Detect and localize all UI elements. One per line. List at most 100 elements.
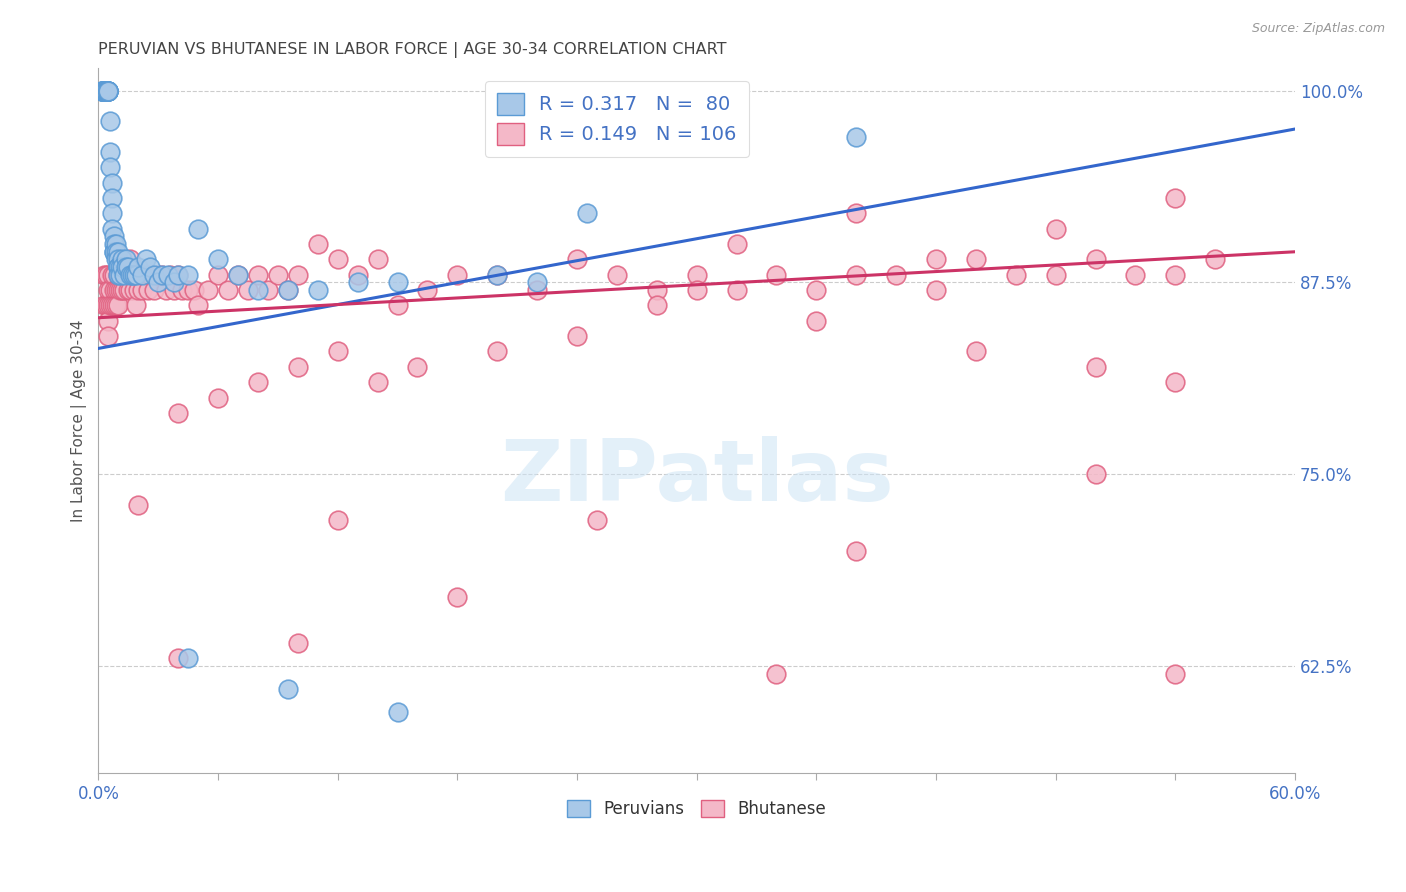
Point [307,283,329,297]
Point [97,84,120,98]
Point [167,268,190,282]
Point [110,268,132,282]
Point [97,84,120,98]
Point [1004,268,1026,282]
Point [97,298,120,312]
Point [131,283,153,297]
Point [565,329,588,343]
Point [107,298,129,312]
Point [367,252,389,267]
Point [139,260,162,274]
Point [96,268,118,282]
Point [346,276,368,290]
Point [925,283,948,297]
Point [845,544,868,558]
Point [287,359,309,374]
Point [97,84,120,98]
Point [148,268,170,282]
Point [103,298,125,312]
Point [98,145,121,159]
Point [101,298,124,312]
Point [645,283,668,297]
Y-axis label: In Labor Force | Age 30-34: In Labor Force | Age 30-34 [72,319,87,522]
Point [96,84,118,98]
Point [346,268,368,282]
Point [91,84,114,98]
Point [1084,467,1107,482]
Point [1045,268,1067,282]
Point [486,268,509,282]
Point [120,283,142,297]
Point [406,359,429,374]
Point [97,314,120,328]
Point [115,260,138,274]
Point [101,191,124,205]
Point [387,705,409,719]
Point [686,283,709,297]
Point [111,260,134,274]
Point [197,283,219,297]
Point [765,268,787,282]
Point [1164,268,1187,282]
Point [117,283,139,297]
Point [93,84,115,98]
Point [965,344,987,359]
Point [103,244,125,259]
Point [387,298,409,312]
Point [150,268,173,282]
Point [127,498,149,512]
Point [143,283,166,297]
Point [725,237,748,252]
Point [686,268,709,282]
Point [96,84,118,98]
Point [167,406,190,420]
Point [107,260,129,274]
Point [135,252,157,267]
Point [115,268,138,282]
Point [1164,666,1187,681]
Point [446,590,468,604]
Point [110,283,132,297]
Point [150,268,173,282]
Point [526,276,548,290]
Point [107,283,129,297]
Point [177,651,200,665]
Point [1084,252,1107,267]
Point [121,268,143,282]
Point [111,252,134,267]
Point [122,283,145,297]
Point [91,84,114,98]
Point [96,84,118,98]
Point [101,268,124,282]
Point [103,244,125,259]
Point [110,268,132,282]
Point [236,283,259,297]
Point [93,298,115,312]
Point [217,283,239,297]
Point [163,283,186,297]
Point [115,252,138,267]
Point [226,268,249,282]
Point [105,298,128,312]
Point [143,268,166,282]
Point [112,283,135,297]
Point [172,283,194,297]
Point [97,84,120,98]
Point [183,283,205,297]
Point [1125,268,1147,282]
Point [107,252,129,267]
Point [125,298,148,312]
Point [103,283,125,297]
Point [387,276,409,290]
Point [307,237,329,252]
Point [187,221,209,235]
Point [93,84,115,98]
Point [131,268,153,282]
Point [98,114,121,128]
Point [287,636,309,650]
Point [226,268,249,282]
Point [110,260,132,274]
Point [93,84,115,98]
Point [105,283,128,297]
Point [101,176,124,190]
